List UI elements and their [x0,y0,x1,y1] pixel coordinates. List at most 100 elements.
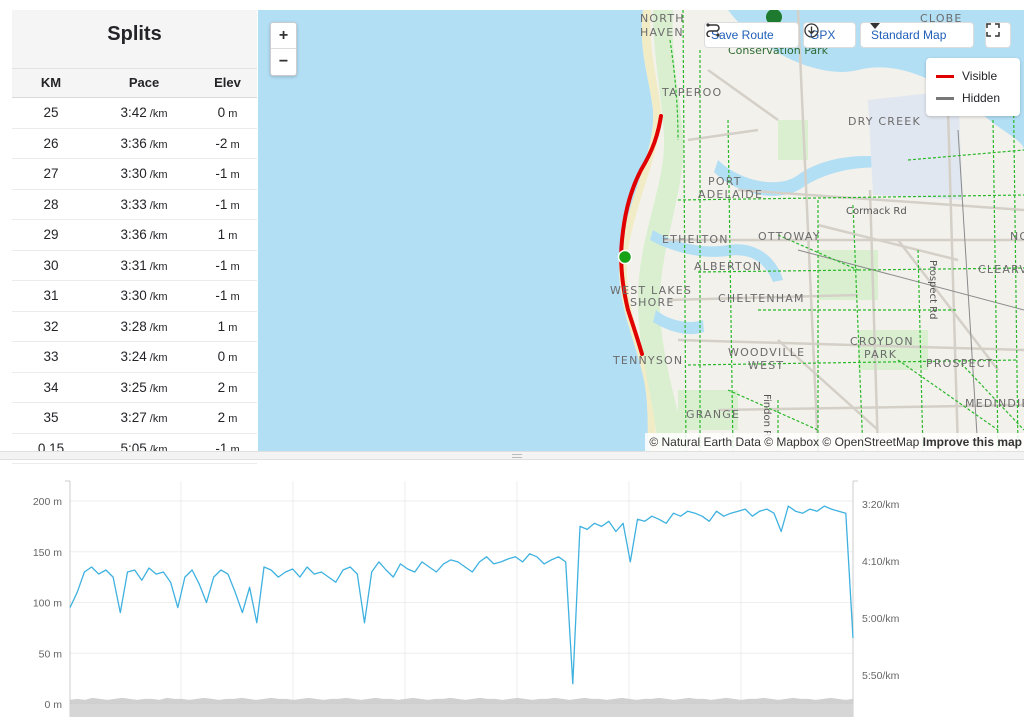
split-km-value: 32 [43,318,59,334]
map-place-label: WEST [748,359,785,372]
split-elev-value: -1 [215,166,228,181]
map-place-label: PROSPECT [926,357,994,370]
split-km-value: 34 [43,379,59,395]
route-map[interactable]: NORTH HAVEN TAPEROO DRY CREEK PORT ADELAIDE ET… [258,10,1024,451]
park-pin-icon [766,10,782,25]
fullscreen-button[interactable] [985,22,1011,48]
lake [653,310,704,335]
split-km-value: 28 [43,196,59,212]
split-elev-unit: m [227,443,240,456]
bike-path [992,119,999,451]
route-line [619,114,663,356]
split-elev: 2 m [198,373,257,403]
bike-path [897,359,999,431]
legend-hidden[interactable]: Hidden [926,87,1020,109]
split-km: 26 [12,129,90,159]
map-place-label: GRANGE [686,408,741,421]
download-icon [804,23,819,38]
split-km: 30 [12,251,90,281]
split-km: 32 [12,312,90,342]
split-elev-unit: m [227,199,240,212]
road [897,239,999,371]
split-pace: 3:36 /km [90,129,198,159]
pace-line [69,505,854,685]
split-elev: 1 m [198,220,257,250]
map-road-label: Prospect Rd [927,260,938,320]
bike-path [1012,59,1019,451]
road [677,338,1024,352]
split-elev-unit: m [225,321,238,334]
map-style-select[interactable]: Standard Map [860,22,974,48]
map-place-label: NORTH [640,12,685,25]
bike-path [777,234,859,271]
split-elev: 0 m [198,98,257,128]
map-place-label: TAPEROO [662,86,723,99]
zoom-in-button[interactable]: + [271,23,296,49]
split-pace-unit: /km [146,108,168,120]
bike-path [917,249,924,451]
bike-path [677,194,1024,201]
save-route-button[interactable]: Save Route [704,22,799,48]
railway [957,129,979,451]
split-row[interactable]: 30 3:31 /km -1 m [12,251,257,281]
legend-label: Hidden [962,91,1001,105]
split-km: 29 [12,220,90,250]
split-row[interactable]: 34 3:25 /km 2 m [12,373,257,403]
split-km: 33 [12,342,90,372]
west-lakes-water [650,230,783,282]
split-row[interactable]: 33 3:24 /km 0 m [12,342,257,373]
sea-water [258,10,654,451]
split-elev-value: -1 [215,288,228,303]
split-row[interactable]: 26 3:36 /km -2 m [12,129,257,159]
split-elev: -1 m [198,251,257,281]
map-place-label: ETHELTON [662,233,729,246]
split-pace-value: 3:33 [120,196,147,212]
map-place-label: WEST LAKES [610,284,693,297]
map-place-label: OTTOWAY [758,230,821,243]
gpx-download-button[interactable]: GPX [803,22,856,48]
chart-canvas[interactable]: 200 m 150 m 100 m 50 m 0 m 3:20/km 4:10/km 5:00… [0,461,1024,717]
split-elev-value: 2 [217,410,226,425]
legend-visible[interactable]: Visible [926,65,1020,87]
split-elev-value: 0 [217,349,226,364]
split-row[interactable]: 31 3:30 /km -1 m [12,281,257,312]
split-pace-value: 3:30 [120,166,147,181]
improve-map-link[interactable]: Improve this map [922,435,1022,449]
split-pace-value: 3:42 [120,105,147,120]
split-km-value: 29 [43,227,59,242]
elevation-pace-chart[interactable]: 200 m 150 m 100 m 50 m 0 m 3:20/km 4:10/km 5:00… [0,461,1024,717]
split-elev: 2 m [198,403,257,433]
split-pace-value: 3:28 [120,318,147,334]
split-pace-unit: /km [146,291,168,303]
map-place-label: HAVEN [640,26,684,39]
attribution-text[interactable]: © Natural Earth Data © Mapbox © OpenStre… [649,435,920,449]
split-pace-unit: /km [146,382,168,395]
split-pace: 3:42 /km [90,98,198,128]
split-km-value: 27 [43,166,59,181]
split-pace: 3:27 /km [90,403,198,433]
bike-path [697,267,1024,273]
split-elev-unit: m [225,230,238,242]
split-row[interactable]: 27 3:30 /km -1 m [12,159,257,190]
y-tick-right: 5:00/km [862,613,900,625]
split-row[interactable]: 28 3:33 /km -1 m [12,190,257,220]
split-elev: -1 m [198,281,257,311]
elevation-base [70,704,853,717]
split-row[interactable]: 29 3:36 /km 1 m [12,220,257,251]
header-pace: Pace [128,75,160,90]
y-tick-left: 100 m [33,598,62,610]
split-pace-unit: /km [146,321,168,334]
split-row[interactable]: 32 3:28 /km 1 m [12,312,257,342]
split-row[interactable]: 35 3:27 /km 2 m [12,403,257,434]
split-km-value: 33 [43,349,59,364]
road [946,109,960,451]
zoom-out-button[interactable]: − [278,53,289,70]
legend-swatch [936,96,954,100]
split-km-value: 26 [43,135,59,151]
map-canvas[interactable] [258,10,1024,451]
panel-resize-handle[interactable] [0,451,1024,460]
split-row[interactable]: 25 3:42 /km 0 m [12,98,257,129]
y-tick-right: 4:10/km [862,556,900,568]
route-legend: Visible Hidden [926,58,1020,116]
split-elev-unit: m [225,352,238,364]
